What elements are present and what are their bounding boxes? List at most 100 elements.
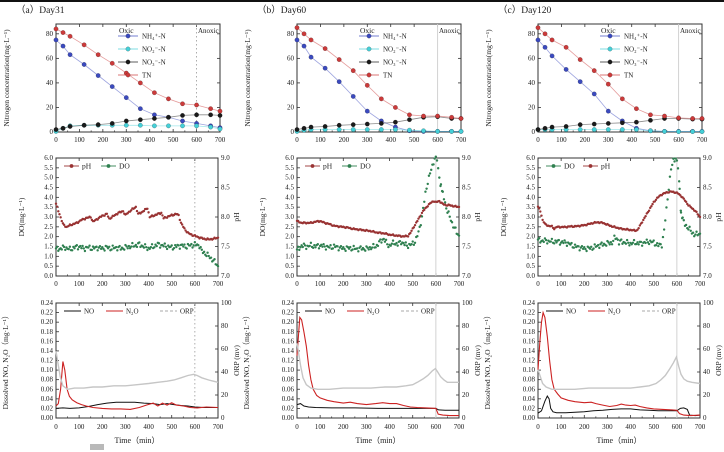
series-dot-DO [427,174,431,177]
series-dot-DO [454,226,457,229]
y-axis-label: Nitrogen concentration(mg·L⁻¹) [243,29,252,127]
series-dot-DO [329,244,332,247]
series-dot-DO [342,245,345,249]
series-dot-DO [73,247,76,250]
series-dot-DO [193,241,197,244]
series-marker-NO₃⁻-N [648,117,653,123]
x-tick-label: 600 [672,423,683,431]
series-line-NO₃⁻-N [55,114,221,130]
plot-frame [296,157,460,277]
y2-tick-label: 100 [462,299,473,307]
series-dot-DO [130,245,133,248]
series-dot-DO [671,163,674,167]
series-dot-pH [651,202,654,206]
plot-frame [55,157,219,277]
legend-label-NO₂⁻-N: NO₂⁻-N [142,45,166,53]
y-tick-label: 0.12 [41,357,54,365]
series-dot-DO [331,247,335,250]
y2-tick-label: 9.0 [462,154,471,162]
y-tick-label: 0.22 [282,309,295,317]
series-dot-DO [60,248,63,251]
legend-label-TN: TN [383,71,392,79]
series-marker-NO₃⁻-N [619,120,625,126]
x-tick-label: 200 [579,280,590,288]
series-dot-DO [644,241,647,245]
y-tick-label: 6.0 [285,154,294,162]
x-tick-label: 500 [407,423,418,431]
series-dot-DO [405,244,409,247]
series-dot-pH [179,221,183,224]
series-marker-NO₂⁻-N [633,127,639,132]
series-marker-NO₂⁻-N [605,127,611,132]
series-dot-DO [349,245,352,249]
legend-label-NH₄⁺-N: NH₄⁺-N [383,32,407,40]
y-tick-label: 0.04 [523,395,536,403]
series-dot-DO [596,243,600,247]
y-tick-label: 2.5 [526,223,535,231]
series-marker-NH₄⁺-N [109,84,115,90]
series-dot-DO [155,244,158,248]
series-marker-NH₄⁺-N [81,62,87,67]
series-marker-NH₄⁺-N [301,43,307,49]
y-tick-label: 4.0 [44,193,53,201]
series-dot-pH [410,229,413,232]
series-marker-TN [421,113,426,119]
y-tick-label: 0.14 [282,347,295,355]
series-dot-DO [386,243,389,246]
series-line-NO₂⁻-N [538,129,702,133]
series-dot-DO [411,240,414,243]
series-dot-DO [448,215,451,218]
series-dot-DO [108,245,111,248]
series-dot-DO [62,245,66,249]
y-tick-label: 0.16 [41,337,54,345]
series-line-N₂O [55,361,219,410]
series-dot-DO [305,247,308,251]
series-dot-DO [383,240,387,243]
y-axis-label: Nitrogen concentration(mg·L⁻¹) [2,29,11,127]
series-dot-DO [164,245,168,248]
x-tick-label: 200 [98,136,109,144]
series-marker-NO₂⁻-N [364,127,370,132]
y-tick-label: 20 [287,103,295,111]
legend: DO pH [546,161,611,170]
legend-label-TN: TN [142,71,151,79]
series-line-ORP [296,343,459,391]
series-dot-DO [308,244,311,248]
y-axis-label-right: pH [714,212,723,222]
series-dot-DO [432,163,435,166]
legend: pH DO [305,161,371,170]
y-tick-label: 0.08 [282,376,295,384]
panel-b-nitrogen-chart: 0 100 200 300 400 500 600 700 0 20 40 60 80 Oxic Anoxi… [243,4,467,144]
y-tick-label: 4.0 [285,193,294,201]
series-dot-DO [682,219,685,222]
y-tick-label: 5.5 [44,164,53,172]
x-tick-label: 600 [432,136,443,144]
series-dot-pH [647,209,651,212]
series-dot-pH [110,216,113,219]
series-marker-NO₃⁻-N [180,112,185,118]
series-dot-DO [406,246,410,250]
series-dot-DO [655,242,659,245]
series-marker-NH₄⁺-N [577,79,583,85]
series-marker-NH₄⁺-N [591,91,597,97]
y-tick-label: 2.5 [285,223,294,231]
series-dot-DO [625,238,629,242]
series-dot-DO [421,206,425,210]
x-tick-label: 700 [213,423,224,431]
series-dot-DO [423,200,426,203]
series-marker-NH₄⁺-N [364,108,370,114]
series-dot-DO [377,240,381,243]
series-marker-NO₃⁻-N [407,117,412,123]
series-marker-NO₂⁻-N [350,127,356,132]
series-dot-DO [598,246,601,250]
series-line-NO₂⁻-N [296,129,461,132]
y2-tick-label: 7.5 [221,243,230,251]
series-marker-NH₄⁺-N [294,37,300,43]
y-tick-label: 0.5 [285,262,294,270]
series-marker-TN [137,80,143,86]
y-tick-label: 0.10 [282,366,295,374]
series-dot-pH [416,219,419,223]
panel-c-gas-orp-chart: 0 100 200 300 400 500 600 7000.000.020.040.060.… [483,299,723,445]
x-tick-label: 600 [431,280,442,288]
series-dot-DO [543,237,547,240]
